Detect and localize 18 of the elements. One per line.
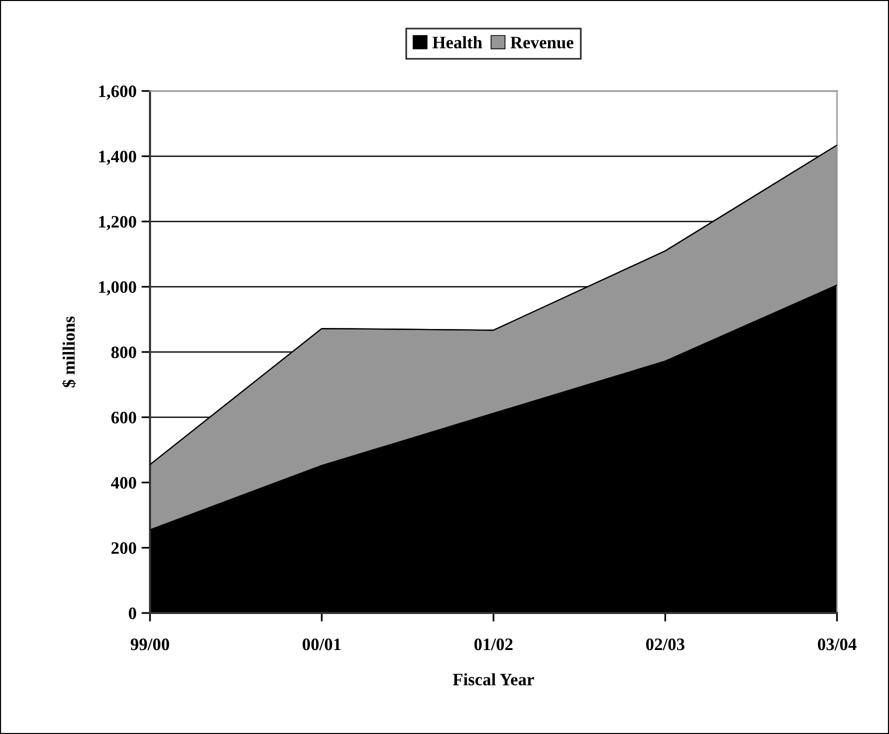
y-tick-label: 1,400: [99, 150, 136, 165]
y-tick-label: 400: [111, 476, 136, 489]
y-tick-label: 200: [111, 542, 136, 554]
x-tick-label: 01/02: [474, 638, 513, 650]
y-axis-title: $ millions: [62, 316, 76, 388]
x-tick-label: 02/03: [646, 638, 684, 650]
x-tick-label: 00/01: [302, 638, 341, 650]
y-tick-label: 800: [111, 346, 136, 358]
x-axis-title: Fiscal Year: [452, 673, 534, 686]
legend-label: Revenue: [510, 36, 574, 48]
y-tick-label: 1,200: [99, 216, 136, 230]
x-tick-label: 03/04: [818, 638, 856, 650]
y-tick-label: 0: [128, 607, 136, 620]
y-tick-label: 600: [111, 412, 136, 424]
y-tick-label: 1,000: [99, 281, 136, 296]
x-tick-label: 99/00: [130, 638, 170, 650]
y-tick-label: 1,600: [99, 85, 136, 100]
legend-label: Health: [432, 36, 482, 48]
